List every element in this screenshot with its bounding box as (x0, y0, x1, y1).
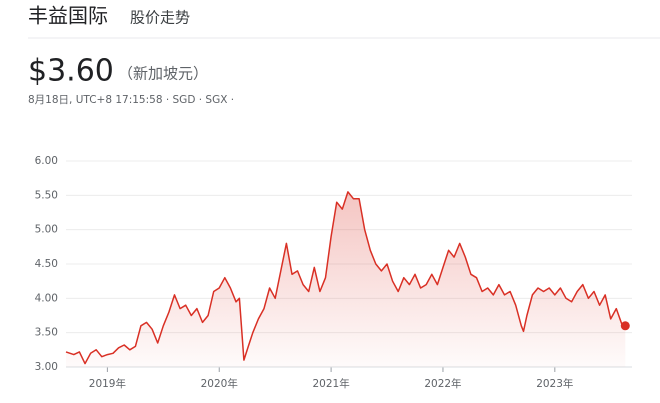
y-tick-label: 4.00 (35, 292, 58, 304)
timestamp: 8月18日, UTC+8 17:15:58 · SGD · SGX · (28, 94, 234, 106)
y-tick-label: 3.00 (35, 361, 58, 373)
y-tick-label: 5.00 (35, 224, 58, 236)
price-line (65, 191, 626, 365)
x-tick-label: 2023年 (536, 377, 573, 390)
chart-title: 丰益国际 (28, 4, 108, 28)
y-tick-label: 5.50 (35, 189, 58, 201)
x-tick-label: 2021年 (312, 377, 349, 390)
y-tick-label: 3.50 (35, 327, 58, 339)
y-tick-label: 4.50 (35, 258, 58, 270)
x-tick-label: 2020年 (201, 377, 238, 390)
y-tick-label: 6.00 (35, 155, 58, 167)
area-fill (66, 191, 626, 367)
x-tick-label: 2022年 (424, 377, 461, 390)
x-tick-label: 2019年 (89, 377, 126, 390)
last-point (620, 321, 630, 331)
chart-subtitle: 股价走势 (130, 9, 190, 27)
price: $3.60 (28, 54, 114, 89)
currency: （新加坡元） (118, 65, 208, 83)
